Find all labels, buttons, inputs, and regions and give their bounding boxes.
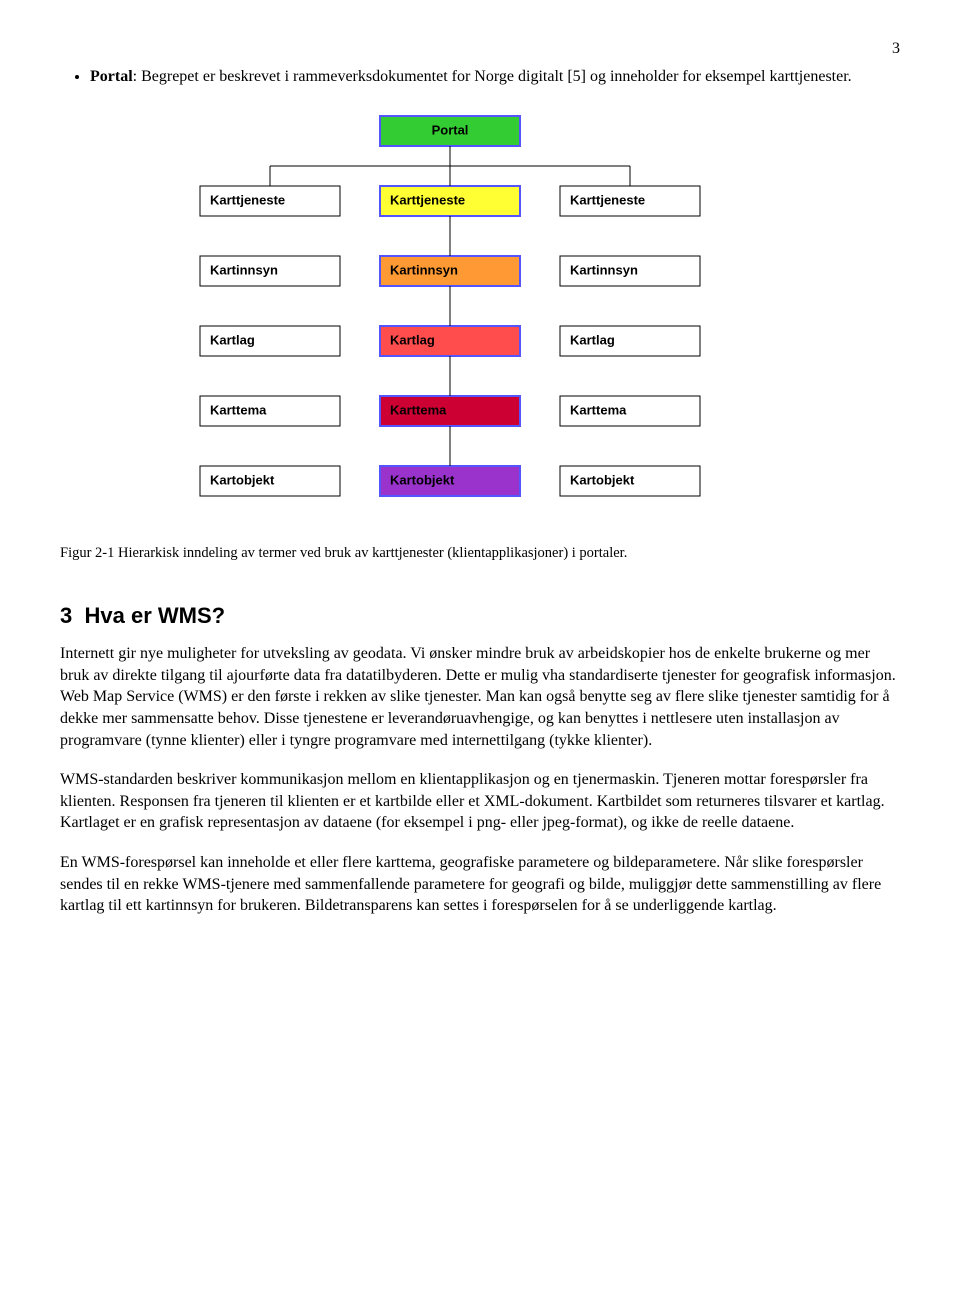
portal-bullet-list: Portal: Begrepet er beskrevet i rammever… <box>90 66 900 88</box>
svg-text:Kartinnsyn: Kartinnsyn <box>210 262 278 277</box>
section-title: Hva er WMS? <box>84 603 225 628</box>
paragraph-3: En WMS-forespørsel kan inneholde et elle… <box>60 852 900 917</box>
svg-text:Portal: Portal <box>432 122 469 137</box>
portal-bullet-item: Portal: Begrepet er beskrevet i rammever… <box>90 66 900 88</box>
paragraph-2: WMS-standarden beskriver kommunikasjon m… <box>60 769 900 834</box>
section-heading: 3 Hva er WMS? <box>60 603 900 629</box>
svg-text:Kartobjekt: Kartobjekt <box>570 472 635 487</box>
svg-text:Karttema: Karttema <box>210 402 267 417</box>
svg-text:Kartobjekt: Kartobjekt <box>390 472 455 487</box>
svg-text:Kartobjekt: Kartobjekt <box>210 472 275 487</box>
svg-text:Karttema: Karttema <box>390 402 447 417</box>
svg-text:Kartlag: Kartlag <box>390 332 435 347</box>
svg-text:Karttjeneste: Karttjeneste <box>390 192 465 207</box>
svg-text:Kartlag: Kartlag <box>210 332 255 347</box>
portal-text: : Begrepet er beskrevet i rammeverksdoku… <box>133 68 852 85</box>
svg-text:Karttjeneste: Karttjeneste <box>570 192 645 207</box>
svg-text:Kartinnsyn: Kartinnsyn <box>390 262 458 277</box>
figure-caption: Figur 2-1 Hierarkisk inndeling av termer… <box>60 544 900 564</box>
svg-text:Kartlag: Kartlag <box>570 332 615 347</box>
svg-text:Karttema: Karttema <box>570 402 627 417</box>
section-number: 3 <box>60 603 72 628</box>
page-number: 3 <box>60 40 900 58</box>
hierarchy-diagram: Portal Karttjeneste Karttjeneste Karttjenes… <box>160 106 740 526</box>
portal-label: Portal <box>90 68 133 85</box>
svg-text:Karttjeneste: Karttjeneste <box>210 192 285 207</box>
svg-text:Kartinnsyn: Kartinnsyn <box>570 262 638 277</box>
paragraph-1: Internett gir nye muligheter for utveksl… <box>60 643 900 751</box>
